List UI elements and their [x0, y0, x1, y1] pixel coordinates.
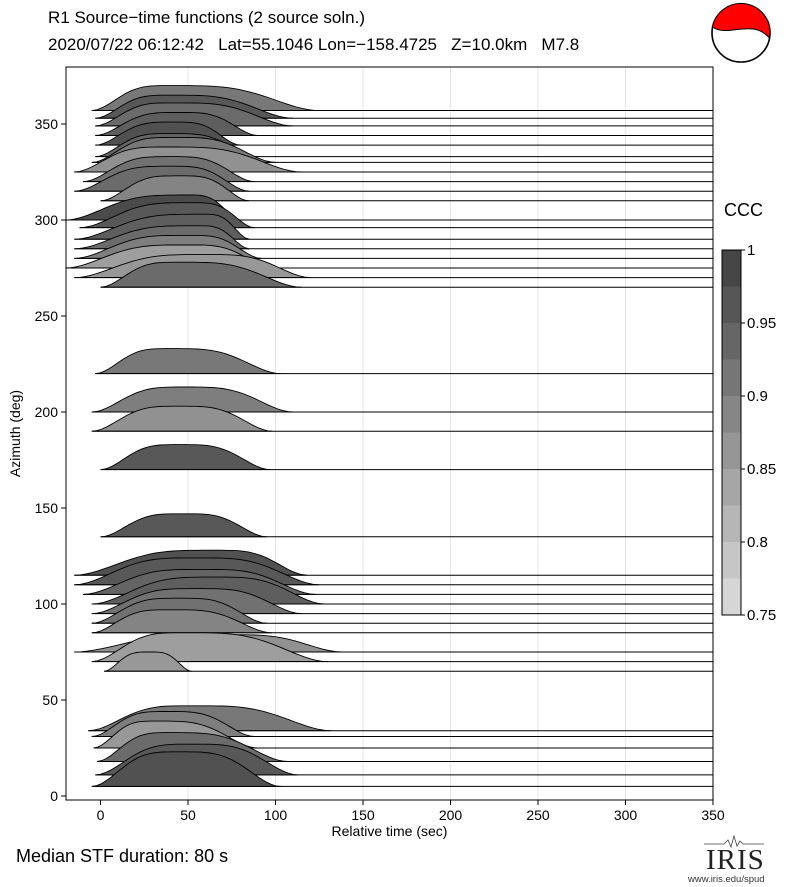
y-tick-label: 0	[50, 788, 58, 804]
colorbar-bin	[722, 469, 741, 506]
stf-trace-fill	[100, 175, 250, 202]
colorbar-frame	[721, 249, 742, 616]
y-tick-label: 250	[35, 308, 59, 324]
colorbar: 1 0.95 0.9 0.85 0.8 0.75	[721, 242, 776, 624]
seismogram-icon	[704, 834, 764, 848]
colorbar-tick-label: 0.85	[747, 461, 776, 478]
colorbar-tick-label: 0.95	[747, 315, 776, 332]
colorbar-bin	[722, 578, 741, 616]
stf-trace-fill	[91, 405, 273, 432]
colorbar-tick-label: 0.75	[747, 607, 776, 624]
plot-frame	[65, 66, 714, 801]
iris-logo-text: IRIS	[706, 844, 765, 876]
stf-trace-fill	[100, 261, 302, 288]
x-tick-label: 100	[264, 807, 288, 823]
trace-group	[65, 85, 713, 787]
x-tick-label: 0	[97, 807, 105, 823]
stf-trace-fill	[100, 513, 267, 538]
colorbar-bin	[722, 359, 741, 397]
x-tick-label: 50	[180, 807, 196, 823]
y-tick-label: 150	[35, 500, 59, 516]
y-tick-label: 50	[42, 692, 58, 708]
x-axis-label: Relative time (sec)	[332, 823, 448, 839]
colorbar-bin	[722, 396, 741, 433]
colorbar-tick-label: 1	[747, 242, 755, 259]
stf-trace-fill	[91, 609, 273, 634]
x-tick-label: 200	[439, 807, 463, 823]
chart-title: R1 Source−time functions (2 source soln.…	[48, 8, 366, 27]
y-tick-label: 350	[35, 116, 59, 132]
colorbar-title: CCC	[724, 200, 763, 220]
x-tick-label: 350	[701, 807, 725, 823]
colorbar-bin	[722, 542, 741, 579]
event-info: 2020/07/22 06:12:42 Lat=55.1046 Lon=−158…	[48, 35, 580, 54]
colorbar-bin	[722, 323, 741, 360]
stf-trace-fill	[91, 386, 294, 413]
y-tick-label: 100	[35, 596, 59, 612]
stf-trace-fill	[103, 651, 192, 672]
colorbar-tick-label: 0.8	[747, 534, 768, 551]
colorbar-bin	[722, 286, 741, 324]
x-axis: 0 50 100 150 200 250 300 350	[97, 800, 725, 823]
focal-mechanism-beachball-icon	[711, 2, 771, 63]
y-tick-label: 200	[35, 404, 59, 420]
stf-trace-fill	[100, 444, 271, 471]
colorbar-tick-label: 0.9	[747, 388, 768, 405]
colorbar-bin	[722, 505, 741, 543]
x-tick-label: 150	[351, 807, 375, 823]
grid-lines	[187, 67, 626, 800]
x-tick-label: 250	[526, 807, 550, 823]
x-tick-label: 300	[614, 807, 638, 823]
colorbar-bin	[722, 250, 741, 287]
median-duration-label: Median STF duration: 80 s	[16, 846, 229, 866]
y-axis-label: Azimuth (deg)	[7, 390, 23, 477]
iris-logo[interactable]: IRIS www.iris.edu/spud	[684, 834, 784, 886]
iris-url: www.iris.edu/spud	[688, 874, 765, 885]
y-axis: 0 50 100 150 200 250 300 350	[35, 116, 66, 804]
stf-trace-fill	[91, 751, 281, 787]
y-tick-label: 300	[35, 212, 59, 228]
colorbar-bin	[722, 432, 741, 470]
stf-trace-fill	[95, 348, 281, 375]
